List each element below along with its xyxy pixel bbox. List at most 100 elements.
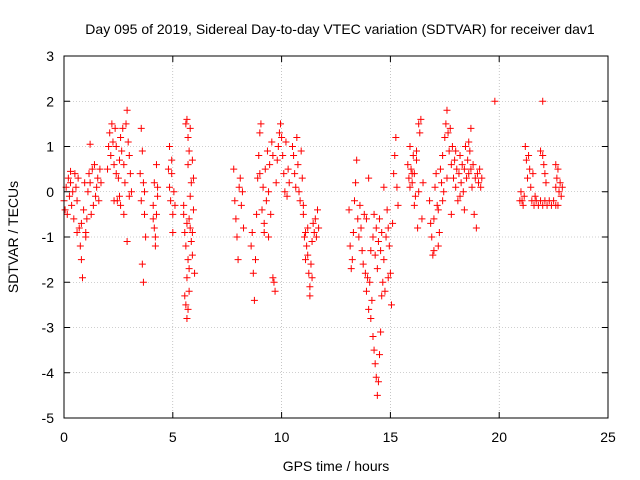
data-point [95, 197, 103, 205]
data-point [413, 147, 421, 155]
data-point [298, 174, 306, 182]
data-point [442, 120, 450, 128]
data-point [73, 197, 81, 205]
data-point [74, 174, 82, 182]
data-point [141, 188, 149, 196]
data-point [307, 260, 315, 268]
data-point [447, 210, 455, 218]
data-point [308, 274, 316, 282]
data-point [184, 256, 192, 264]
data-point [271, 287, 279, 295]
data-point [182, 301, 190, 309]
data-point [297, 147, 305, 155]
data-point [439, 152, 447, 160]
data-point [438, 179, 446, 187]
y-tick-label: -3 [42, 320, 55, 336]
data-point [254, 174, 262, 182]
data-point [235, 183, 243, 191]
data-point [139, 179, 147, 187]
data-point [383, 206, 391, 214]
data-point [557, 192, 565, 200]
data-point [430, 215, 438, 223]
data-point [373, 265, 381, 273]
data-point [255, 152, 263, 160]
data-point [115, 192, 123, 200]
data-point [315, 224, 323, 232]
data-point [292, 183, 300, 191]
data-point [295, 188, 303, 196]
data-point [417, 115, 425, 123]
data-point [73, 228, 81, 236]
data-point [350, 197, 358, 205]
data-point [430, 247, 438, 255]
data-point [445, 147, 453, 155]
x-tick-label: 15 [383, 429, 399, 445]
data-point [188, 156, 196, 164]
data-point [268, 138, 276, 146]
data-point [448, 143, 456, 150]
data-point [93, 183, 101, 191]
data-point [151, 242, 159, 250]
data-point [460, 165, 468, 173]
data-point [413, 156, 421, 164]
data-point [253, 210, 261, 218]
data-point [309, 219, 317, 227]
data-point [82, 233, 90, 241]
data-point [279, 152, 287, 160]
data-point [346, 242, 354, 250]
data-point [362, 287, 370, 295]
data-point [107, 152, 115, 160]
data-point [446, 124, 454, 132]
data-point [378, 292, 386, 300]
data-point [415, 120, 423, 128]
data-point [262, 197, 270, 205]
data-point [183, 274, 191, 282]
data-point [312, 233, 320, 241]
data-point [86, 179, 94, 187]
data-point [304, 224, 312, 232]
data-point [182, 242, 190, 250]
data-point [372, 224, 380, 232]
data-point [411, 192, 419, 200]
data-point [439, 197, 447, 205]
data-point [461, 143, 469, 150]
data-point [443, 174, 451, 182]
data-point [306, 292, 314, 300]
x-tick-label: 20 [491, 429, 507, 445]
data-point [434, 242, 442, 250]
data-point [384, 274, 392, 282]
y-tick-label: 2 [46, 93, 54, 109]
data-point [408, 179, 416, 187]
data-point [275, 129, 283, 137]
data-point [361, 269, 369, 277]
data-point [314, 206, 322, 214]
data-point [278, 133, 286, 141]
data-point [269, 152, 277, 160]
data-point [77, 256, 85, 264]
data-point [370, 346, 378, 354]
data-point [282, 138, 290, 146]
data-point [354, 215, 362, 223]
x-tick-label: 10 [274, 429, 290, 445]
data-point [459, 188, 467, 196]
data-point [183, 219, 191, 227]
data-point [112, 143, 120, 150]
data-point [150, 224, 158, 232]
data-point [491, 97, 499, 105]
data-point [126, 170, 134, 178]
data-point [296, 197, 304, 205]
data-point [154, 192, 162, 200]
data-point [556, 179, 564, 187]
data-point [180, 210, 188, 218]
data-point [291, 170, 299, 178]
data-point [256, 170, 264, 178]
data-point [69, 188, 77, 196]
data-point [355, 233, 363, 241]
data-point [71, 170, 79, 178]
data-point [469, 161, 477, 169]
data-point [409, 152, 417, 160]
data-point [552, 183, 560, 191]
x-axis-label: GPS time / hours [283, 458, 390, 474]
data-point [456, 192, 464, 200]
data-point [433, 201, 441, 209]
